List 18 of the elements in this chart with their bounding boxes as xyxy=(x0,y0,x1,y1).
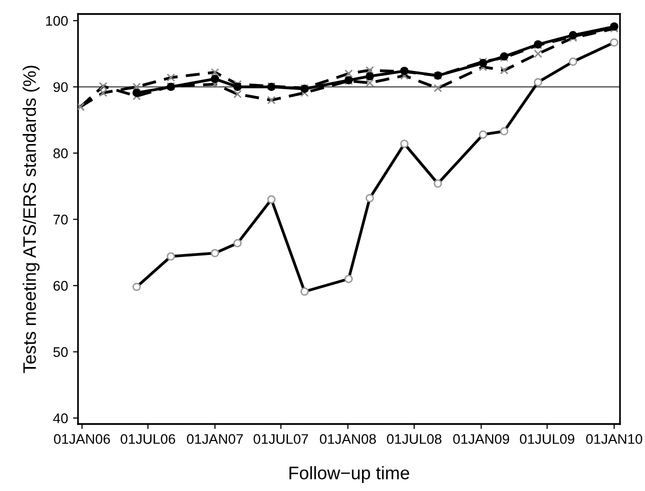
x-axis-title: Follow−up time xyxy=(290,466,410,483)
x-tick-label: 01JUL08 xyxy=(386,434,442,444)
y-tick-label: 80 xyxy=(53,148,68,158)
x-tick-label: 01JUL07 xyxy=(254,434,308,444)
x-tick-label: 01JAN06 xyxy=(54,434,110,444)
x-tick-label: 01JAN08 xyxy=(320,434,376,444)
y-tick-label: 100 xyxy=(46,16,68,26)
y-axis-title: Tests meeting ATS/ERS standards (%) xyxy=(22,66,40,373)
x-tick-label: 01JAN07 xyxy=(186,434,243,444)
y-tick-label: 50 xyxy=(53,347,68,357)
x-tick-label: 01JAN09 xyxy=(453,434,510,444)
x-tick-label: 01JAN10 xyxy=(586,434,642,444)
x-tick-label: 01JUL06 xyxy=(120,434,176,444)
y-tick-label: 60 xyxy=(54,280,68,291)
y-tick-label: 40 xyxy=(53,413,68,424)
x-tick-label: 01JUL09 xyxy=(520,434,574,444)
y-tick-label: 90 xyxy=(53,82,68,92)
y-tick-label: 70 xyxy=(54,214,68,224)
